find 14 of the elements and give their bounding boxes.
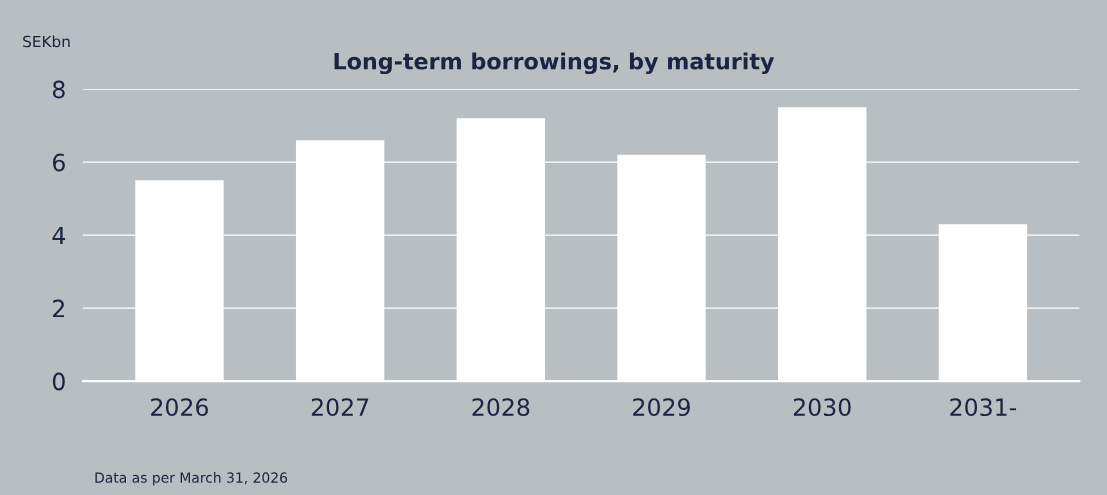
x-tick-label: 2030 xyxy=(793,398,851,417)
x-tick-label: 2029 xyxy=(633,398,690,417)
text: Data as per March 31, 2026 xyxy=(95,472,288,486)
x-tick-label: 2026 xyxy=(151,398,208,417)
y-tick-label: 6 xyxy=(52,153,65,172)
y-axis-title: SEKbn xyxy=(23,35,70,48)
x-tick-label: 2027 xyxy=(311,398,369,417)
y-tick-label: 0 xyxy=(52,372,65,391)
x-tick-label: 2031- xyxy=(950,398,1017,417)
x-tick-label: 2028 xyxy=(472,398,530,417)
y-tick-label: 8 xyxy=(52,80,65,99)
y-tick-label: 4 xyxy=(52,226,66,245)
y-tick-label: 2 xyxy=(53,299,64,318)
chart-title: Long-term borrowings, by maturity xyxy=(334,52,775,75)
